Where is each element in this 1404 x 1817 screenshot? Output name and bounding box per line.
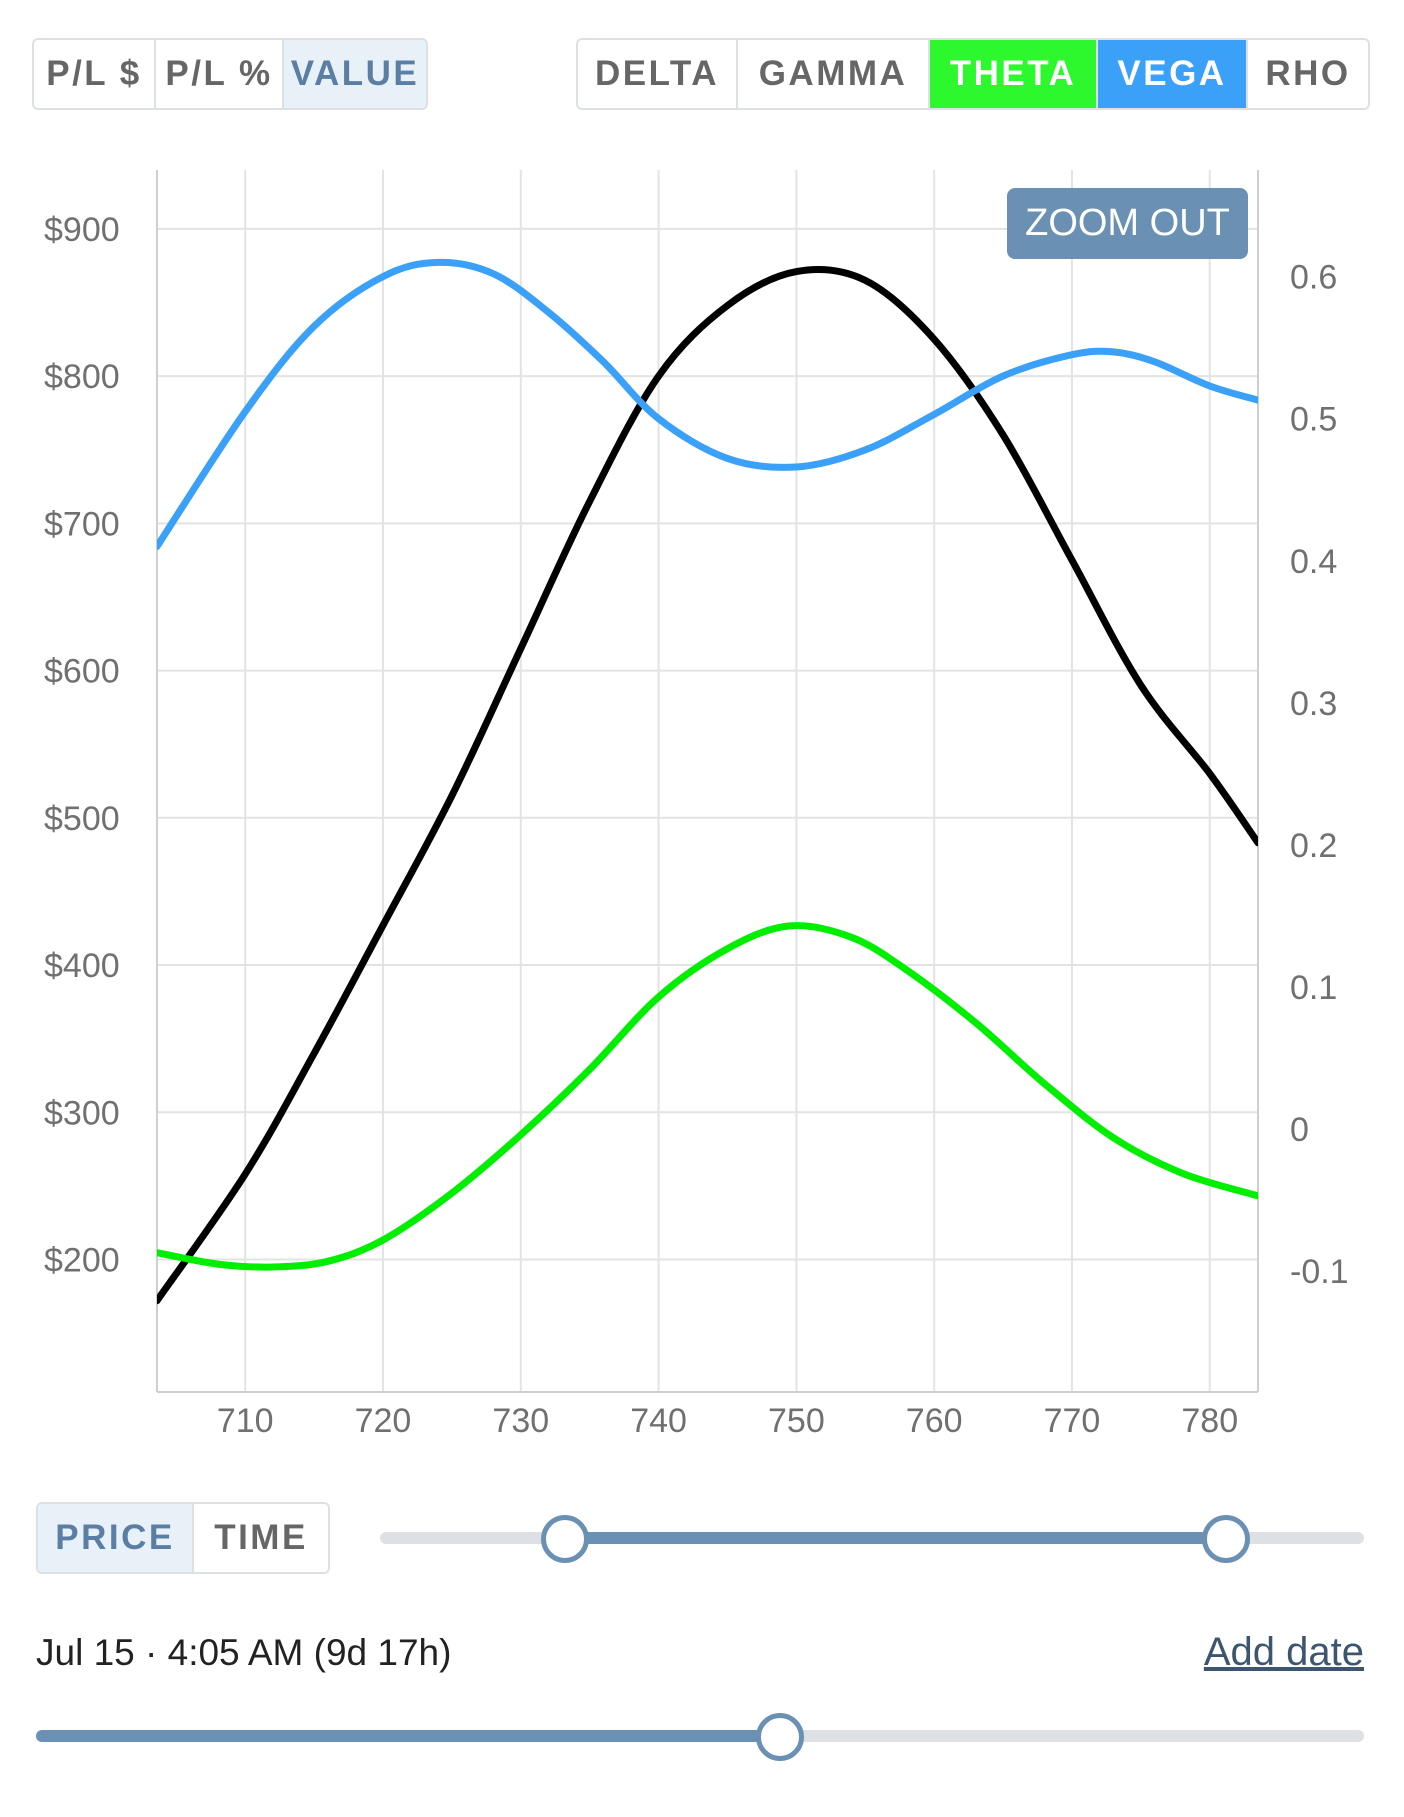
y-right-tick-label: 0.2 bbox=[1290, 827, 1337, 865]
y-right-tick-label: 0.6 bbox=[1290, 259, 1337, 297]
greek-tab-group: DELTA GAMMA THETA VEGA RHO bbox=[576, 38, 1370, 110]
y-right-tick-label: 0 bbox=[1290, 1111, 1309, 1149]
tab-theta[interactable]: THETA bbox=[930, 40, 1098, 108]
greeks-chart: 710 720 730 740 750 760 770 780 $200 $300 $400 $500… bbox=[44, 170, 1349, 1440]
add-date-link[interactable]: Add date bbox=[1203, 1630, 1364, 1674]
price-range-fill bbox=[564, 1532, 1227, 1544]
x-tick-label: 710 bbox=[217, 1402, 274, 1440]
tab-delta[interactable]: DELTA bbox=[578, 40, 738, 108]
time-slider-fill bbox=[36, 1730, 780, 1742]
theta-series-line bbox=[157, 922, 1258, 1271]
tab-gamma[interactable]: GAMMA bbox=[738, 40, 930, 108]
y-left-tick-label: $600 bbox=[44, 653, 120, 691]
y-right-tick-label: -0.1 bbox=[1290, 1253, 1349, 1291]
y-left-tick-label: $200 bbox=[44, 1241, 120, 1279]
zoom-out-button[interactable]: ZOOM OUT bbox=[1007, 188, 1248, 259]
x-tick-label: 770 bbox=[1044, 1402, 1101, 1440]
tab-time[interactable]: TIME bbox=[214, 1518, 308, 1557]
tab-value[interactable]: VALUE bbox=[284, 40, 426, 108]
y-left-tick-label: $300 bbox=[44, 1094, 120, 1132]
y-left-tick-label: $500 bbox=[44, 800, 120, 838]
chart-axes bbox=[156, 170, 1259, 1393]
tab-price[interactable]: PRICE bbox=[38, 1504, 194, 1572]
y-left-tick-label: $800 bbox=[44, 358, 120, 396]
y-left-tick-label: $400 bbox=[44, 947, 120, 985]
x-tick-label: 760 bbox=[906, 1402, 963, 1440]
chart-labels: 710 720 730 740 750 760 770 780 $200 $300 $400 $500… bbox=[44, 211, 1349, 1440]
price-range-high-handle[interactable] bbox=[1202, 1515, 1251, 1563]
y-right-tick-label: 0.5 bbox=[1290, 401, 1337, 439]
y-right-tick-label: 0.3 bbox=[1290, 685, 1337, 723]
mode-tab-group: P/L $ P/L % VALUE bbox=[32, 38, 428, 110]
chart-series bbox=[157, 258, 1258, 1305]
tab-rho[interactable]: RHO bbox=[1265, 54, 1351, 93]
price-range-low-handle[interactable] bbox=[540, 1515, 589, 1563]
x-tick-label: 730 bbox=[492, 1402, 549, 1440]
x-tick-label: 740 bbox=[630, 1402, 687, 1440]
tab-pl-percent[interactable]: P/L % bbox=[156, 40, 284, 108]
vega-series-line bbox=[157, 258, 1258, 550]
x-tick-label: 720 bbox=[355, 1402, 412, 1440]
x-tick-label: 780 bbox=[1181, 1402, 1238, 1440]
tab-vega[interactable]: VEGA bbox=[1098, 40, 1248, 108]
time-slider-handle[interactable] bbox=[755, 1713, 804, 1761]
date-label: Jul 15 · 4:05 AM (9d 17h) bbox=[36, 1632, 452, 1673]
y-left-tick-label: $900 bbox=[44, 211, 120, 249]
y-right-tick-label: 0.1 bbox=[1290, 969, 1337, 1007]
tab-pl-dollar[interactable]: P/L $ bbox=[34, 40, 156, 108]
axis-tab-group: PRICE TIME bbox=[36, 1502, 330, 1574]
value-series-line bbox=[157, 266, 1258, 1305]
y-left-tick-label: $700 bbox=[44, 505, 120, 543]
x-tick-label: 750 bbox=[768, 1402, 825, 1440]
y-right-tick-label: 0.4 bbox=[1290, 543, 1337, 581]
